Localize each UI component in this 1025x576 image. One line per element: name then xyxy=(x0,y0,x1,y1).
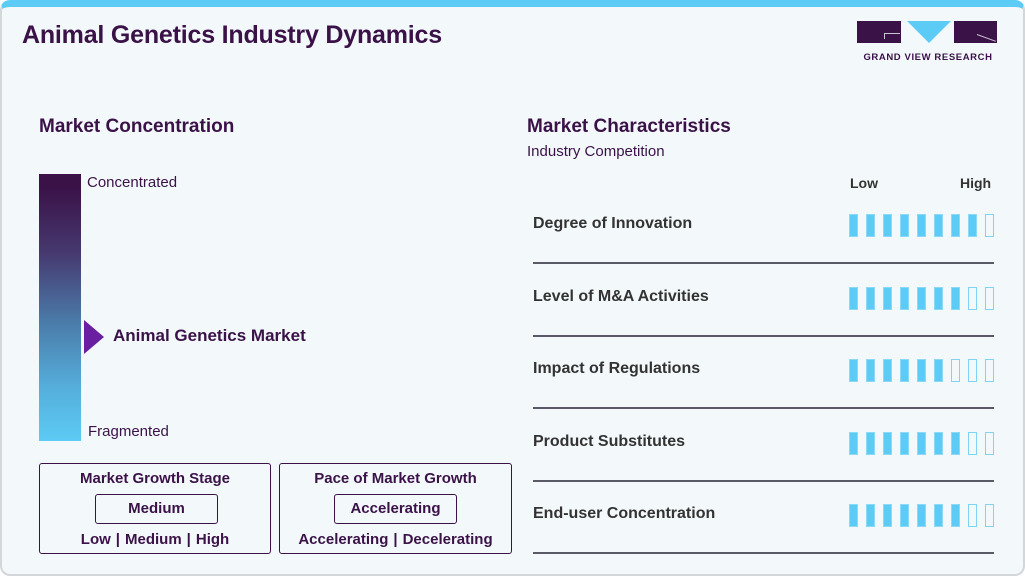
characteristic-label: Degree of Innovation xyxy=(533,215,693,232)
logo-g-block xyxy=(857,21,901,43)
row-divider xyxy=(533,480,994,482)
market-characteristics-title: Market Characteristics xyxy=(527,116,731,137)
growth-pace-selected: Accelerating xyxy=(334,494,457,524)
growth-stage-option: Low xyxy=(80,531,111,548)
rating-bar-filled xyxy=(866,287,875,310)
characteristic-label: End-user Concentration xyxy=(533,505,716,522)
logo-v-triangle xyxy=(907,21,951,43)
logo-text: GRAND VIEW RESEARCH xyxy=(863,52,993,63)
market-position-label: Animal Genetics Market xyxy=(113,326,306,345)
growth-stage-option: High xyxy=(195,531,230,548)
rating-bar-filled xyxy=(917,287,926,310)
pace-of-market-growth-box: Pace of Market Growth Accelerating Accel… xyxy=(279,463,512,554)
rating-bar-filled xyxy=(917,359,926,382)
rating-bar-filled xyxy=(866,432,875,455)
rating-bar-filled xyxy=(866,214,875,237)
rating-bar-filled xyxy=(900,432,909,455)
scale-low-label: Low xyxy=(850,175,878,191)
characteristic-label: Level of M&A Activities xyxy=(533,288,709,305)
logo-g-line-vertical xyxy=(884,33,885,39)
market-concentration-title: Market Concentration xyxy=(39,116,235,137)
rating-bar-filled xyxy=(849,287,858,310)
characteristic-row: Degree of Innovation xyxy=(533,200,994,272)
rating-bar-filled xyxy=(883,287,892,310)
rating-bar-filled xyxy=(934,504,943,527)
market-position-marker-icon xyxy=(84,320,104,354)
rating-bar-filled xyxy=(900,504,909,527)
rating-bar-filled xyxy=(900,359,909,382)
rating-bars xyxy=(849,432,994,455)
rating-bar-filled xyxy=(968,214,977,237)
rating-bars xyxy=(849,504,994,527)
rating-bar-empty xyxy=(951,359,960,382)
grand-view-research-logo: GRAND VIEW RESEARCH xyxy=(857,21,999,71)
concentration-gradient-bar xyxy=(39,174,81,441)
rating-bar-filled xyxy=(866,359,875,382)
rating-bar-filled xyxy=(883,214,892,237)
rating-bar-empty xyxy=(985,214,994,237)
rating-bar-filled xyxy=(951,504,960,527)
row-divider xyxy=(533,407,994,409)
growth-stage-options: Low | Medium | High xyxy=(80,531,230,548)
rating-bar-filled xyxy=(883,504,892,527)
rating-bar-empty xyxy=(968,359,977,382)
growth-pace-options: Accelerating | Decelerating xyxy=(298,531,493,548)
rating-bar-filled xyxy=(951,287,960,310)
rating-bar-empty xyxy=(985,287,994,310)
rating-bar-filled xyxy=(849,214,858,237)
rating-bar-filled xyxy=(849,432,858,455)
growth-stage-option: Medium xyxy=(125,531,182,548)
characteristic-row: Impact of Regulations xyxy=(533,345,994,417)
characteristic-row: Level of M&A Activities xyxy=(533,273,994,345)
rating-bar-filled xyxy=(917,214,926,237)
fragmented-label: Fragmented xyxy=(88,423,169,440)
rating-bar-filled xyxy=(951,214,960,237)
rating-bar-empty xyxy=(985,432,994,455)
row-divider xyxy=(533,552,994,554)
rating-bar-filled xyxy=(849,359,858,382)
rating-bar-filled xyxy=(934,432,943,455)
rating-bar-filled xyxy=(866,504,875,527)
rating-bar-filled xyxy=(883,359,892,382)
characteristic-row: End-user Concentration xyxy=(533,490,994,562)
rating-bars xyxy=(849,214,994,237)
rating-bar-filled xyxy=(951,432,960,455)
rating-bar-filled xyxy=(900,214,909,237)
concentrated-label: Concentrated xyxy=(87,174,178,191)
growth-pace-option: Decelerating xyxy=(402,531,493,548)
scale-high-label: High xyxy=(960,175,992,191)
rating-bar-filled xyxy=(900,287,909,310)
row-divider xyxy=(533,262,994,264)
growth-stage-selected: Medium xyxy=(95,494,218,524)
rating-bar-filled xyxy=(849,504,858,527)
growth-stage-title: Market Growth Stage xyxy=(79,470,231,487)
rating-bar-empty xyxy=(968,432,977,455)
rating-bar-empty xyxy=(985,359,994,382)
rating-bar-filled xyxy=(917,432,926,455)
rating-bar-filled xyxy=(917,504,926,527)
market-growth-stage-box: Market Growth Stage Medium Low | Medium | Hi… xyxy=(39,463,271,554)
industry-competition-subtitle: Industry Competition xyxy=(527,143,665,160)
rating-bars xyxy=(849,359,994,382)
rating-bar-filled xyxy=(934,214,943,237)
logo-g-line xyxy=(884,33,900,34)
characteristic-row: Product Substitutes xyxy=(533,418,994,490)
rating-bar-empty xyxy=(968,287,977,310)
rating-bar-filled xyxy=(934,359,943,382)
growth-pace-option: Accelerating xyxy=(298,531,389,548)
page-title: Animal Genetics Industry Dynamics xyxy=(22,21,442,49)
growth-pace-title: Pace of Market Growth xyxy=(314,470,477,487)
rating-bar-filled xyxy=(934,287,943,310)
rating-bar-empty xyxy=(968,504,977,527)
rating-bars xyxy=(849,287,994,310)
rating-bar-empty xyxy=(985,504,994,527)
rating-bar-filled xyxy=(883,432,892,455)
characteristic-label: Impact of Regulations xyxy=(533,360,701,377)
characteristic-label: Product Substitutes xyxy=(533,433,686,450)
row-divider xyxy=(533,335,994,337)
